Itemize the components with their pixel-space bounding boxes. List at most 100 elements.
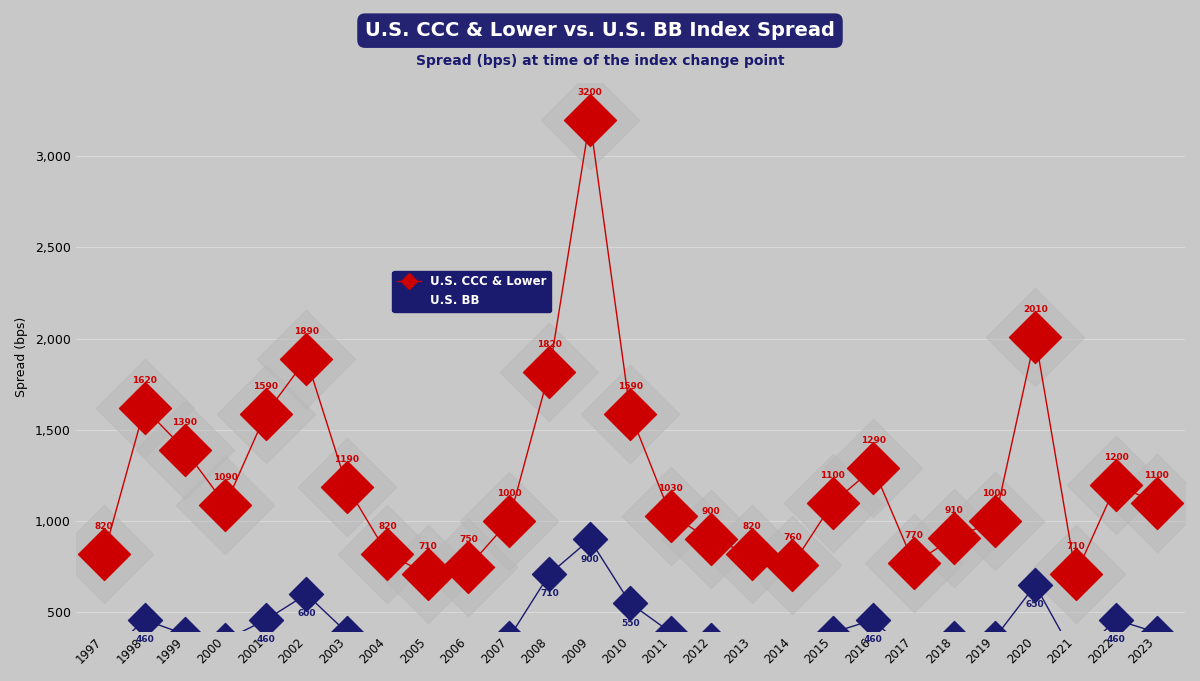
Point bbox=[296, 353, 316, 364]
Point bbox=[540, 366, 559, 377]
Legend: U.S. CCC & Lower, U.S. BB: U.S. CCC & Lower, U.S. BB bbox=[392, 270, 551, 312]
Text: 1890: 1890 bbox=[294, 327, 319, 336]
Text: 1590: 1590 bbox=[618, 381, 643, 390]
Point bbox=[904, 652, 923, 663]
Text: 3200: 3200 bbox=[577, 88, 602, 97]
Point bbox=[702, 534, 721, 545]
Point bbox=[257, 614, 276, 625]
Point bbox=[257, 408, 276, 419]
Point bbox=[175, 445, 194, 456]
Point bbox=[95, 549, 114, 560]
Point bbox=[1106, 614, 1126, 625]
Text: 460: 460 bbox=[864, 635, 883, 644]
Point bbox=[540, 569, 559, 580]
Point bbox=[1106, 479, 1126, 490]
Text: U.S. CCC & Lower vs. U.S. BB Index Spread: U.S. CCC & Lower vs. U.S. BB Index Sprea… bbox=[365, 21, 835, 40]
Text: 550: 550 bbox=[622, 618, 640, 628]
Text: 1190: 1190 bbox=[335, 454, 360, 464]
Point bbox=[702, 534, 721, 545]
Point bbox=[1066, 569, 1085, 580]
Point bbox=[864, 463, 883, 474]
Point bbox=[904, 558, 923, 569]
Point bbox=[419, 652, 438, 663]
Point bbox=[540, 366, 559, 377]
Point bbox=[620, 408, 640, 419]
Point bbox=[1026, 332, 1045, 343]
Text: 770: 770 bbox=[905, 531, 923, 540]
Text: 1620: 1620 bbox=[132, 376, 157, 385]
Point bbox=[742, 549, 761, 560]
Point bbox=[134, 402, 154, 413]
Point bbox=[620, 598, 640, 609]
Point bbox=[175, 445, 194, 456]
Point bbox=[257, 408, 276, 419]
Text: 650: 650 bbox=[1026, 601, 1044, 609]
Point bbox=[216, 499, 235, 510]
Text: 1390: 1390 bbox=[173, 418, 198, 427]
Point bbox=[95, 549, 114, 560]
Text: 710: 710 bbox=[540, 589, 559, 599]
Text: 710: 710 bbox=[419, 542, 437, 551]
Text: 1820: 1820 bbox=[536, 340, 562, 349]
Text: Spread (bps) at time of the index change point: Spread (bps) at time of the index change… bbox=[415, 54, 785, 68]
Point bbox=[1066, 652, 1085, 663]
Point bbox=[985, 516, 1004, 526]
Text: 760: 760 bbox=[782, 533, 802, 542]
Text: 1000: 1000 bbox=[983, 489, 1007, 498]
Text: 460: 460 bbox=[1106, 635, 1126, 644]
Text: 1000: 1000 bbox=[497, 489, 521, 498]
Point bbox=[823, 498, 842, 509]
Point bbox=[985, 633, 1004, 644]
Text: 460: 460 bbox=[136, 635, 154, 644]
Point bbox=[337, 481, 356, 492]
Point bbox=[1066, 569, 1085, 580]
Text: 1100: 1100 bbox=[1145, 471, 1169, 480]
Point bbox=[782, 560, 802, 571]
Point bbox=[1147, 627, 1166, 638]
Point bbox=[702, 635, 721, 646]
Point bbox=[661, 627, 680, 638]
Point bbox=[620, 408, 640, 419]
Point bbox=[581, 114, 600, 125]
Point bbox=[985, 516, 1004, 526]
Point bbox=[95, 652, 114, 663]
Point bbox=[216, 635, 235, 646]
Point bbox=[337, 627, 356, 638]
Text: 1100: 1100 bbox=[821, 471, 845, 480]
Text: 820: 820 bbox=[95, 522, 113, 531]
Point bbox=[378, 549, 397, 560]
Text: 900: 900 bbox=[702, 507, 721, 516]
Text: 1030: 1030 bbox=[659, 484, 683, 493]
Point bbox=[458, 652, 478, 663]
Point bbox=[661, 510, 680, 521]
Point bbox=[782, 560, 802, 571]
Text: 2010: 2010 bbox=[1022, 305, 1048, 314]
Point bbox=[337, 481, 356, 492]
Text: 910: 910 bbox=[944, 505, 964, 515]
Point bbox=[1147, 498, 1166, 509]
Point bbox=[742, 647, 761, 658]
Point bbox=[499, 516, 518, 526]
Point bbox=[944, 532, 964, 543]
Point bbox=[458, 561, 478, 572]
Point bbox=[419, 569, 438, 580]
Text: 820: 820 bbox=[378, 522, 397, 531]
Point bbox=[1026, 332, 1045, 343]
Point bbox=[742, 549, 761, 560]
Point bbox=[782, 647, 802, 658]
Text: 750: 750 bbox=[460, 535, 478, 544]
Text: 1090: 1090 bbox=[214, 473, 238, 481]
Point bbox=[378, 549, 397, 560]
Point bbox=[904, 558, 923, 569]
Point bbox=[499, 516, 518, 526]
Text: 1200: 1200 bbox=[1104, 453, 1128, 462]
Y-axis label: Spread (bps): Spread (bps) bbox=[14, 317, 28, 397]
Point bbox=[378, 647, 397, 658]
Text: 1590: 1590 bbox=[253, 381, 278, 390]
Point bbox=[134, 402, 154, 413]
Text: 710: 710 bbox=[1067, 542, 1085, 551]
Point bbox=[823, 498, 842, 509]
Point bbox=[458, 561, 478, 572]
Point bbox=[134, 614, 154, 625]
Point bbox=[216, 499, 235, 510]
